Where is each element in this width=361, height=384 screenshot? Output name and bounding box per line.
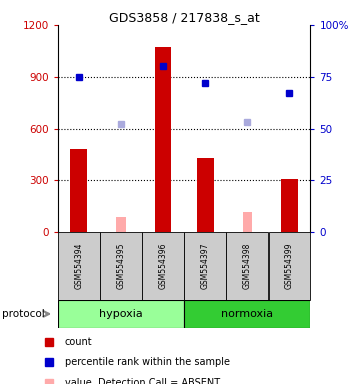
Text: GSM554398: GSM554398 (243, 243, 252, 289)
Bar (70, 149, 87, 232)
Text: GSM554394: GSM554394 (74, 243, 83, 289)
Bar (58, 300, 184, 328)
Text: GSM554395: GSM554395 (117, 243, 125, 289)
Bar (226, 232, 268, 300)
Text: percentile rank within the sample: percentile rank within the sample (65, 358, 230, 367)
Bar (100, 232, 142, 300)
Bar (58, 232, 100, 300)
Bar (197, 158, 214, 232)
Bar (184, 232, 226, 300)
Text: GSM554397: GSM554397 (201, 243, 210, 289)
Bar (142, 232, 184, 300)
Bar (155, 46, 171, 232)
Text: normoxia: normoxia (221, 309, 273, 319)
Bar (184, 300, 310, 328)
Text: value, Detection Call = ABSENT: value, Detection Call = ABSENT (65, 377, 220, 384)
Title: GDS3858 / 217838_s_at: GDS3858 / 217838_s_at (109, 11, 260, 24)
Text: count: count (65, 337, 92, 347)
Bar (243, 212, 252, 232)
Text: protocol: protocol (2, 309, 44, 319)
Bar (281, 179, 298, 232)
Bar (116, 217, 126, 232)
Text: GSM554399: GSM554399 (285, 243, 294, 289)
Text: GSM554396: GSM554396 (158, 243, 168, 289)
Bar (269, 232, 310, 300)
Text: hypoxia: hypoxia (99, 309, 143, 319)
